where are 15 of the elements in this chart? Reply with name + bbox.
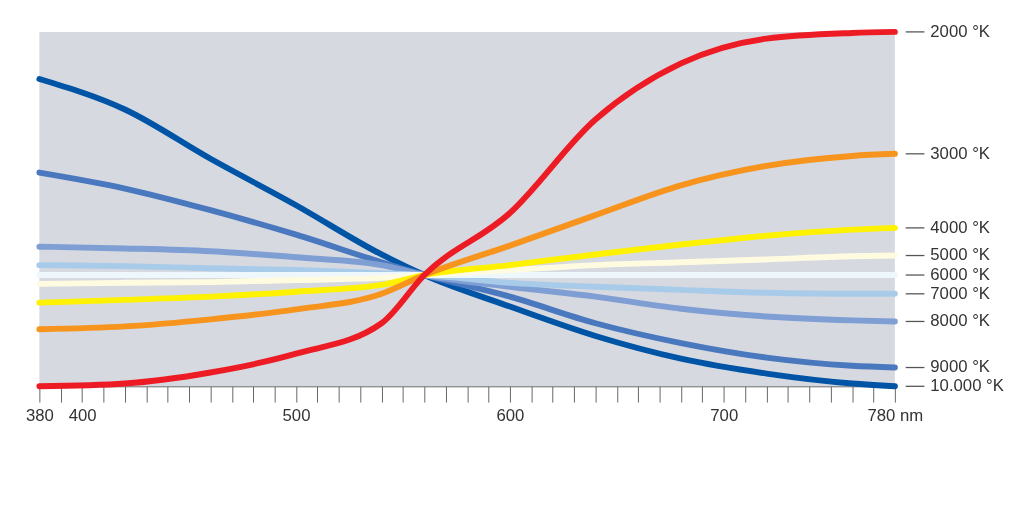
x-tick-label: 380 (25, 406, 54, 426)
text: 4000 °K (930, 217, 991, 237)
text: 7000 °K (930, 283, 991, 303)
text: 3000 °K (930, 143, 991, 163)
text: 10.000 °K (930, 376, 1004, 396)
x-tick-label: 400 (68, 406, 97, 426)
text: 5000 °K (930, 245, 991, 265)
x-tick-label: 500 (282, 406, 311, 426)
x-tick-label: 600 (496, 406, 525, 426)
x-tick-label: 780 nm (867, 406, 924, 426)
text: 2000 °K (930, 21, 991, 41)
text: 9000 °K (930, 357, 991, 377)
text: 8000 °K (930, 311, 991, 331)
x-tick-label: 700 (710, 406, 739, 426)
text: 6000 °K (930, 264, 991, 284)
